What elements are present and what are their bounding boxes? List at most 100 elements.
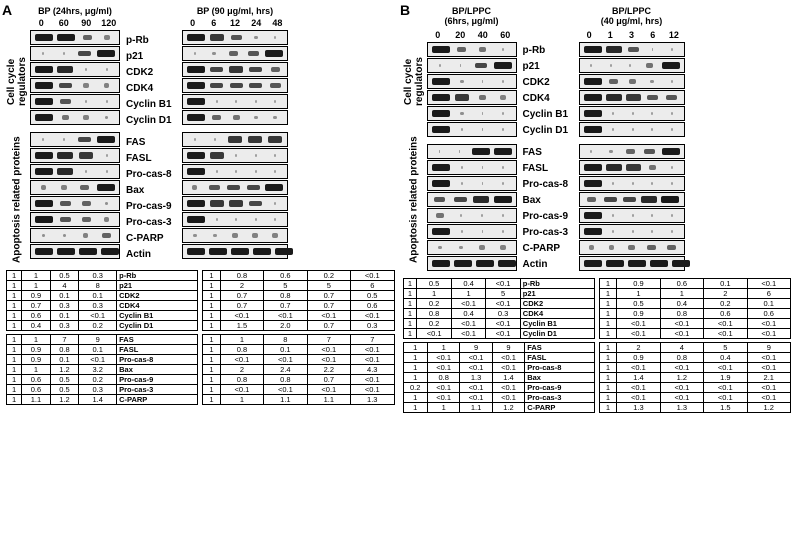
quant-cell: <0.1: [617, 329, 660, 339]
band: [500, 95, 505, 99]
quant-cell: <0.1: [660, 319, 703, 329]
band: [210, 200, 224, 206]
blot-row: [579, 58, 685, 73]
blot-row: [182, 78, 288, 93]
quant-cell: 0.2: [417, 299, 451, 309]
band: [460, 64, 462, 67]
a-left-header: BP (24hrs, μg/ml): [30, 6, 120, 16]
band: [248, 51, 259, 56]
quant-cell: 0.5: [50, 385, 79, 395]
band: [35, 200, 53, 207]
band: [502, 48, 504, 51]
band: [35, 114, 53, 121]
band: [459, 246, 463, 250]
band: [97, 50, 115, 57]
band: [584, 164, 602, 171]
quant-cell: 4.3: [351, 365, 394, 375]
quant-cell: 1: [599, 289, 616, 299]
band: [249, 201, 262, 207]
quant-cell: 1: [403, 319, 417, 329]
quant-cell: 1: [22, 281, 51, 291]
band: [105, 202, 109, 206]
quant-cell: 0.1: [264, 345, 307, 355]
band: [187, 152, 205, 159]
band: [63, 138, 65, 141]
quant-cell: 0.9: [617, 279, 660, 289]
quant-cell: 1.5: [704, 403, 747, 413]
band: [610, 64, 612, 67]
protein-label: Pro-cas-3: [124, 214, 178, 230]
lane-label: 1: [600, 30, 621, 42]
band: [502, 214, 504, 217]
protein-label: CDK2: [124, 64, 178, 80]
quant-cell: <0.1: [486, 279, 520, 289]
band: [61, 185, 66, 189]
band: [498, 260, 516, 267]
band: [604, 197, 617, 203]
band: [584, 212, 602, 219]
quant-cell: 1: [203, 281, 220, 291]
band: [590, 150, 592, 153]
band: [209, 248, 227, 255]
quant-cell: 2.0: [264, 321, 307, 331]
protein-label: FASL: [521, 160, 575, 176]
quant-cell: <0.1: [351, 311, 394, 321]
quant-cell: <0.1: [747, 383, 790, 393]
quant-cell: 1: [7, 311, 22, 321]
band: [194, 138, 196, 141]
band: [187, 168, 205, 175]
quant-cell: 1: [599, 309, 616, 319]
band: [482, 166, 484, 169]
b-quant-left: 10.50.4<0.1p-Rb1115p2110.2<0.1<0.1CDK210…: [403, 278, 595, 416]
quant-cell: 0.5: [351, 291, 394, 301]
band: [612, 128, 614, 131]
band: [584, 180, 602, 187]
protein-label: Pro-cas-3: [521, 224, 575, 240]
band: [632, 214, 634, 217]
band: [502, 230, 504, 233]
quant-cell: C-PARP: [117, 395, 198, 405]
band: [584, 228, 602, 235]
quant-table: 110.50.3p-Rb1148p2110.90.10.1CDK210.70.3…: [6, 270, 198, 331]
quant-cell: 9: [492, 343, 524, 353]
band: [102, 233, 111, 238]
band: [651, 214, 653, 217]
band: [209, 185, 220, 190]
quant-cell: <0.1: [220, 385, 263, 395]
quant-cell: 1.2: [50, 365, 79, 375]
band: [626, 149, 635, 154]
quant-cell: <0.1: [264, 311, 307, 321]
band: [479, 245, 484, 249]
quant-cell: 1.2: [50, 395, 79, 405]
quant-cell: 0.3: [50, 301, 79, 311]
band: [460, 112, 464, 116]
band: [187, 248, 205, 255]
band: [57, 34, 75, 41]
quant-cell: <0.1: [704, 329, 747, 339]
band: [612, 214, 614, 217]
band: [460, 214, 462, 217]
band: [63, 234, 67, 238]
quant-cell: 2.2: [307, 365, 350, 375]
band: [254, 116, 258, 120]
band: [213, 234, 217, 238]
quant-cell: p-Rb: [520, 279, 594, 289]
band: [274, 154, 276, 157]
band: [436, 213, 443, 218]
quant-cell: 8: [79, 281, 117, 291]
quant-cell: <0.1: [427, 353, 459, 363]
blot-row: [182, 110, 288, 125]
quant-cell: 1.4: [79, 395, 117, 405]
band: [626, 94, 640, 100]
protein-label: Cyclin D1: [124, 112, 178, 128]
quant-cell: 1: [22, 271, 51, 281]
quant-cell: 1: [403, 403, 427, 413]
quant-cell: 1: [203, 365, 220, 375]
quant-cell: FASL: [525, 353, 595, 363]
band: [41, 185, 46, 189]
quant-cell: 9: [460, 343, 492, 353]
band: [460, 80, 464, 84]
protein-label: Cyclin D1: [521, 122, 575, 138]
quant-cell: 1: [203, 301, 220, 311]
lane-label: 24: [246, 18, 267, 30]
